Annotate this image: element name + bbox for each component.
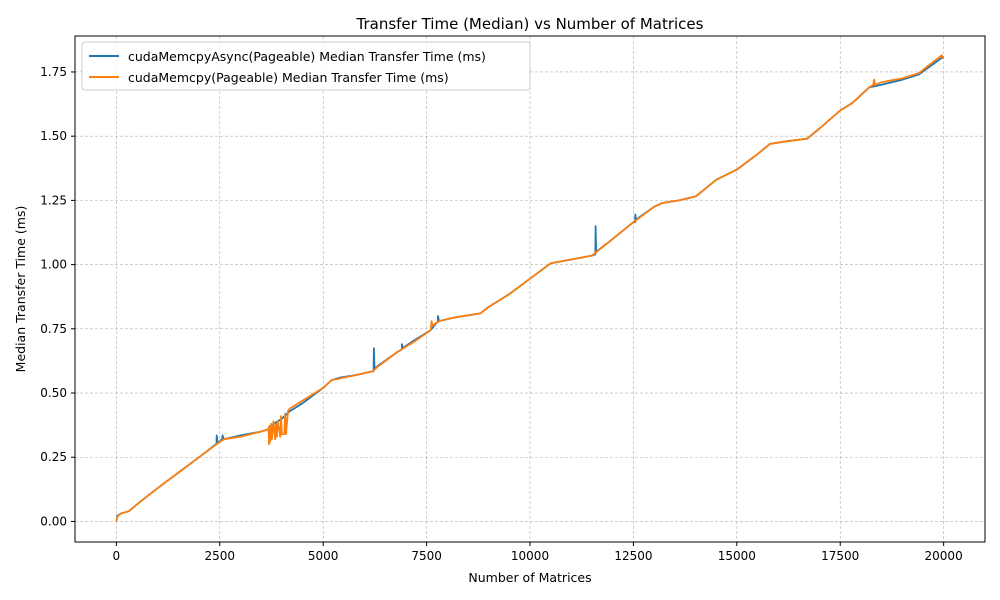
y-tick-label: 0.50: [40, 386, 67, 400]
legend-label-sync: cudaMemcpy(Pageable) Median Transfer Tim…: [128, 70, 449, 85]
y-tick-label: 1.25: [40, 193, 67, 207]
y-tick-label: 0.25: [40, 450, 67, 464]
y-tick-label: 0.75: [40, 322, 67, 336]
y-axis-ticks: 0.00 0.25 0.50 0.75 1.00 1.25 1.50 1.75: [40, 65, 75, 528]
x-tick-label: 15000: [718, 549, 756, 563]
series-line-1: [115, 54, 945, 522]
legend-box: [81, 41, 531, 91]
x-tick-label: 0: [113, 549, 121, 563]
legend-label-async: cudaMemcpyAsync(Pageable) Median Transfe…: [128, 49, 486, 64]
x-axis-ticks: 0 2500 5000 7500 10000 12500 15000 17500 20000: [113, 542, 963, 563]
y-tick-label: 0.00: [40, 514, 67, 528]
x-tick-label: 7500: [411, 549, 442, 563]
series-lines: [115, 54, 945, 522]
x-axis-label: Number of Matrices: [468, 570, 591, 585]
y-tick-label: 1.50: [40, 129, 67, 143]
x-tick-label: 5000: [308, 549, 339, 563]
x-tick-label: 10000: [511, 549, 549, 563]
legend: cudaMemcpyAsync(Pageable) Median Transfe…: [81, 41, 531, 91]
y-axis-label: Median Transfer Time (ms): [13, 206, 28, 373]
x-tick-label: 12500: [614, 549, 652, 563]
x-tick-label: 20000: [925, 549, 963, 563]
chart-title: Transfer Time (Median) vs Number of Matr…: [356, 15, 704, 33]
y-tick-label: 1.75: [40, 65, 67, 79]
x-tick-label: 2500: [204, 549, 235, 563]
y-tick-label: 1.00: [40, 258, 67, 272]
x-tick-label: 17500: [821, 549, 859, 563]
